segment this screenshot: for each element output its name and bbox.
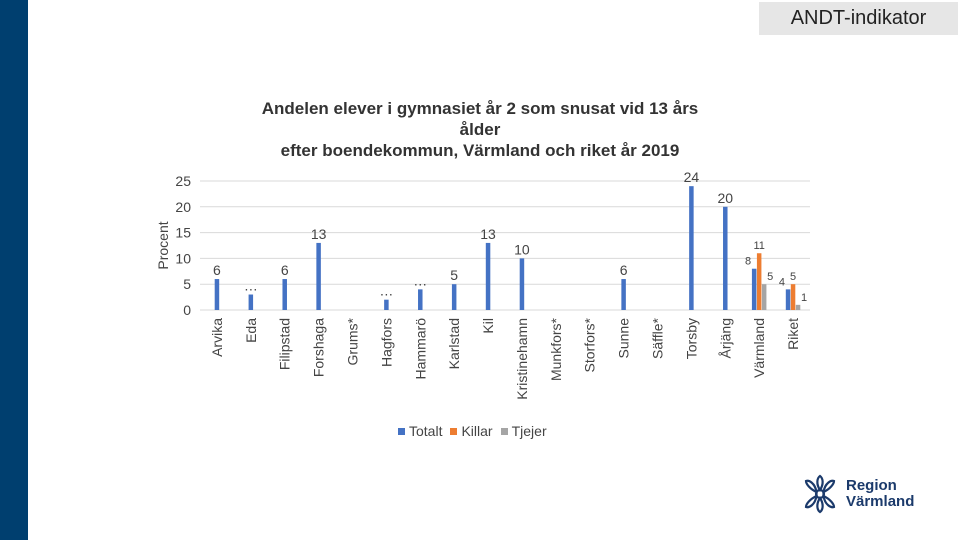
data-label: … <box>413 272 427 288</box>
bar-totalt <box>751 268 757 310</box>
data-label: 11 <box>753 240 764 252</box>
legend-label-tjejer: Tjejer <box>511 423 547 439</box>
bar-killar <box>790 284 796 310</box>
x-tick-label: Storfors* <box>582 317 598 372</box>
y-tick-label: 20 <box>175 199 191 215</box>
bar-totalt <box>785 289 791 310</box>
data-label: … <box>244 278 258 294</box>
bar-totalt <box>418 289 423 310</box>
data-label: 5 <box>450 267 458 283</box>
data-label: … <box>379 283 393 299</box>
x-tick-label: Karlstad <box>446 318 462 369</box>
chart-title: Andelen elever i gymnasiet år 2 som snus… <box>261 99 699 160</box>
bar-totalt <box>451 284 457 310</box>
sidebar-stripe <box>0 0 28 540</box>
legend-item-totalt: Totalt <box>398 423 442 439</box>
x-tick-label: Hammarö <box>412 318 428 380</box>
x-tick-label: Torsby <box>683 318 699 359</box>
bar-totalt <box>248 294 254 310</box>
y-tick-label: 5 <box>183 276 191 292</box>
x-tick-label: Årjäng <box>717 318 733 358</box>
data-label: 10 <box>514 241 530 257</box>
data-label: 13 <box>311 226 327 242</box>
legend-swatch-totalt <box>398 427 405 435</box>
x-tick-label: Kristinehamn <box>514 318 530 400</box>
bar-totalt <box>384 299 389 310</box>
x-tick-label: Grums* <box>345 317 361 365</box>
bar-totalt <box>689 186 694 310</box>
data-label: 24 <box>684 169 700 185</box>
data-label: 5 <box>767 271 773 283</box>
legend-swatch-tjejer <box>500 427 508 435</box>
x-tick-label: Arvika <box>209 318 225 357</box>
data-label: 13 <box>480 226 496 242</box>
data-label: 6 <box>213 262 221 278</box>
y-tick-label: 10 <box>175 250 191 266</box>
logo-text: Region Värmland <box>846 477 915 510</box>
x-tick-label: Munkfors* <box>548 317 564 381</box>
data-label: 5 <box>790 271 796 283</box>
bar-tjejer <box>761 284 767 310</box>
y-axis-label: Procent <box>155 221 171 269</box>
data-label: 8 <box>745 256 751 268</box>
x-tick-label: Riket <box>785 318 801 350</box>
bar-totalt <box>282 279 287 310</box>
x-tick-label: Kil <box>480 318 496 334</box>
data-label: 6 <box>281 262 289 278</box>
bar-totalt <box>621 279 626 310</box>
bar-tjejer <box>795 304 801 310</box>
bar-totalt <box>519 258 525 310</box>
bar-totalt <box>485 242 491 310</box>
legend-item-killar: Killar <box>450 423 493 439</box>
bar-totalt <box>316 242 321 310</box>
legend-label-totalt: Totalt <box>409 423 443 439</box>
x-tick-label: Filipstad <box>277 318 293 370</box>
legend-label-killar: Killar <box>461 423 493 439</box>
data-label: 4 <box>779 276 785 288</box>
data-label: 1 <box>801 292 807 304</box>
region-varmland-logo: Region Värmland <box>800 474 914 514</box>
y-tick-label: 25 <box>175 173 191 189</box>
x-tick-label: Värmland <box>751 318 767 378</box>
x-tick-label: Forshaga <box>311 318 327 377</box>
bar-killar <box>756 253 762 310</box>
x-tick-label: Eda <box>243 318 259 343</box>
indicator-tag: ANDT-indikator <box>759 2 958 35</box>
x-tick-label: Sunne <box>616 318 632 359</box>
legend-item-tjejer: Tjejer <box>500 423 547 439</box>
chart-legend: Totalt Killar Tjejer <box>398 423 547 439</box>
snowflake-flower-icon <box>804 474 836 514</box>
legend-swatch-killar <box>450 427 458 435</box>
x-tick-label: Säffle* <box>650 317 666 359</box>
y-tick-label: 0 <box>183 302 191 318</box>
data-label: 20 <box>717 190 733 206</box>
y-tick-label: 15 <box>175 225 191 241</box>
x-tick-label: Hagfors <box>378 318 394 367</box>
data-label: 6 <box>620 262 628 278</box>
bar-totalt <box>723 206 728 310</box>
bar-totalt <box>214 279 220 310</box>
